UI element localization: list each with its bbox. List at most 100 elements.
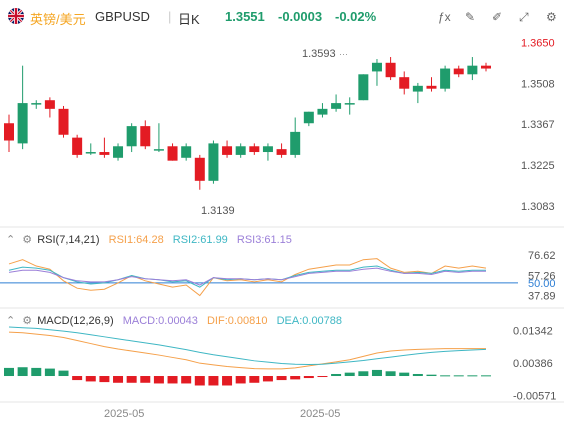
macd-bar	[208, 376, 219, 386]
macd-bar	[426, 374, 437, 377]
rsi1-value: RSI1:64.28	[108, 234, 164, 246]
dif-line	[8, 331, 486, 370]
time-tick-label: 2025-05	[300, 408, 340, 420]
rsi-axis-label: 50.00	[528, 278, 556, 290]
draw-tools-icon[interactable]: ✎	[465, 10, 476, 24]
macd-bar	[99, 376, 110, 383]
candle	[58, 105, 69, 138]
pair-name[interactable]: 英镑/美元	[30, 12, 86, 27]
macd-bar	[85, 376, 96, 382]
dea-line	[8, 326, 487, 366]
indicator-icon[interactable]: ƒx	[438, 10, 451, 24]
macd-bar	[481, 375, 491, 377]
macd-bar	[222, 376, 233, 386]
expand-icon[interactable]: ⤢	[519, 10, 529, 24]
candle	[140, 120, 151, 150]
candle	[276, 143, 287, 158]
rsi-params[interactable]: RSI(7,14,21)	[37, 234, 100, 246]
price-change: -0.0003	[278, 9, 323, 24]
settings-icon[interactable]: ⚙	[546, 10, 557, 24]
candle	[249, 143, 260, 155]
timeframe-selector[interactable]: 日K	[178, 12, 200, 27]
macd-bar	[58, 370, 69, 377]
macd-bar	[153, 376, 164, 384]
time-tick-label: 2025-05	[104, 408, 144, 420]
candle	[371, 59, 382, 86]
rsi-title-bar: ⌃ ⚙ RSI(7,14,21) RSI1:64.28 RSI2:61.99 R…	[6, 233, 292, 246]
dif-value: DIF:0.00810	[206, 315, 268, 327]
macd-bar	[140, 376, 151, 383]
settings-icon[interactable]: ⚙	[22, 234, 33, 246]
candle	[303, 111, 314, 127]
macd-histogram	[4, 367, 491, 386]
price-axis-label: 1.3508	[521, 79, 555, 91]
candle	[194, 154, 205, 190]
rsi2-value: RSI2:61.99	[172, 234, 228, 246]
brush-icon[interactable]: ✐	[492, 10, 503, 24]
rsi3-line	[8, 267, 486, 286]
candle	[399, 71, 410, 95]
candle	[222, 140, 233, 158]
chart-header: 英镑/美元 GBPUSD | 日K 1.3551 -0.0003 -0.02% …	[0, 0, 564, 34]
rsi2-line	[8, 265, 486, 288]
macd-bar	[399, 372, 410, 377]
candle	[290, 117, 301, 158]
macd-axis-label: 0.01342	[513, 326, 553, 338]
candle	[153, 123, 164, 153]
candle	[235, 143, 246, 158]
candle	[481, 62, 491, 72]
macd-bar	[412, 373, 423, 377]
price-axis-label: 1.3225	[521, 160, 555, 172]
rsi-axis-label: 76.62	[528, 250, 556, 262]
candle	[262, 143, 273, 161]
macd-bar	[72, 376, 83, 381]
macd-bar	[358, 371, 369, 377]
macd-axis-label: 0.00386	[513, 358, 553, 370]
macd-bar	[317, 376, 328, 378]
candle	[181, 143, 192, 161]
candle	[85, 143, 96, 155]
symbol-code: GBPUSD	[95, 9, 150, 24]
settings-icon[interactable]: ⚙	[22, 315, 33, 327]
macd-bar	[31, 367, 42, 377]
macd-bar	[44, 368, 55, 377]
macd-bar	[385, 371, 396, 377]
macd-bar	[276, 376, 287, 381]
current-price: 1.3551	[225, 9, 265, 24]
candle	[453, 65, 464, 78]
macd-bar	[303, 376, 314, 379]
macd-bar	[371, 369, 382, 377]
candle	[358, 74, 369, 101]
high-annotation-marker: ⋯	[339, 49, 348, 59]
candle	[208, 140, 219, 184]
macd-bar	[181, 376, 192, 384]
candle	[317, 103, 328, 118]
collapse-icon[interactable]: ⌃	[6, 234, 16, 246]
candle	[331, 94, 342, 112]
collapse-icon[interactable]: ⌃	[6, 315, 16, 327]
dea-value: DEA:0.00788	[276, 315, 343, 327]
macd-bar	[453, 375, 464, 377]
macd-bar	[262, 376, 273, 382]
candle	[31, 100, 42, 109]
uk-flag-icon	[8, 8, 24, 24]
macd-params[interactable]: MACD(12,26,9)	[37, 315, 114, 327]
macd-title-bar: ⌃ ⚙ MACD(12,26,9) MACD:0.00043 DIF:0.008…	[6, 314, 342, 327]
low-annotation: 1.3139	[201, 205, 235, 217]
macd-bar	[4, 367, 14, 377]
candle	[113, 143, 124, 161]
candle	[126, 123, 137, 153]
high-annotation: 1.3593	[302, 48, 336, 60]
candle	[44, 97, 55, 118]
price-change-pct: -0.02%	[335, 9, 377, 24]
macd-value: MACD:0.00043	[122, 315, 198, 327]
macd-bar	[113, 376, 124, 383]
macd-bar	[440, 375, 451, 377]
candle	[385, 57, 396, 81]
rsi-axis-label: 37.89	[528, 291, 556, 303]
macd-bar	[331, 373, 342, 377]
candle	[167, 143, 178, 161]
candlestick-series	[4, 57, 491, 190]
candle	[4, 114, 14, 153]
